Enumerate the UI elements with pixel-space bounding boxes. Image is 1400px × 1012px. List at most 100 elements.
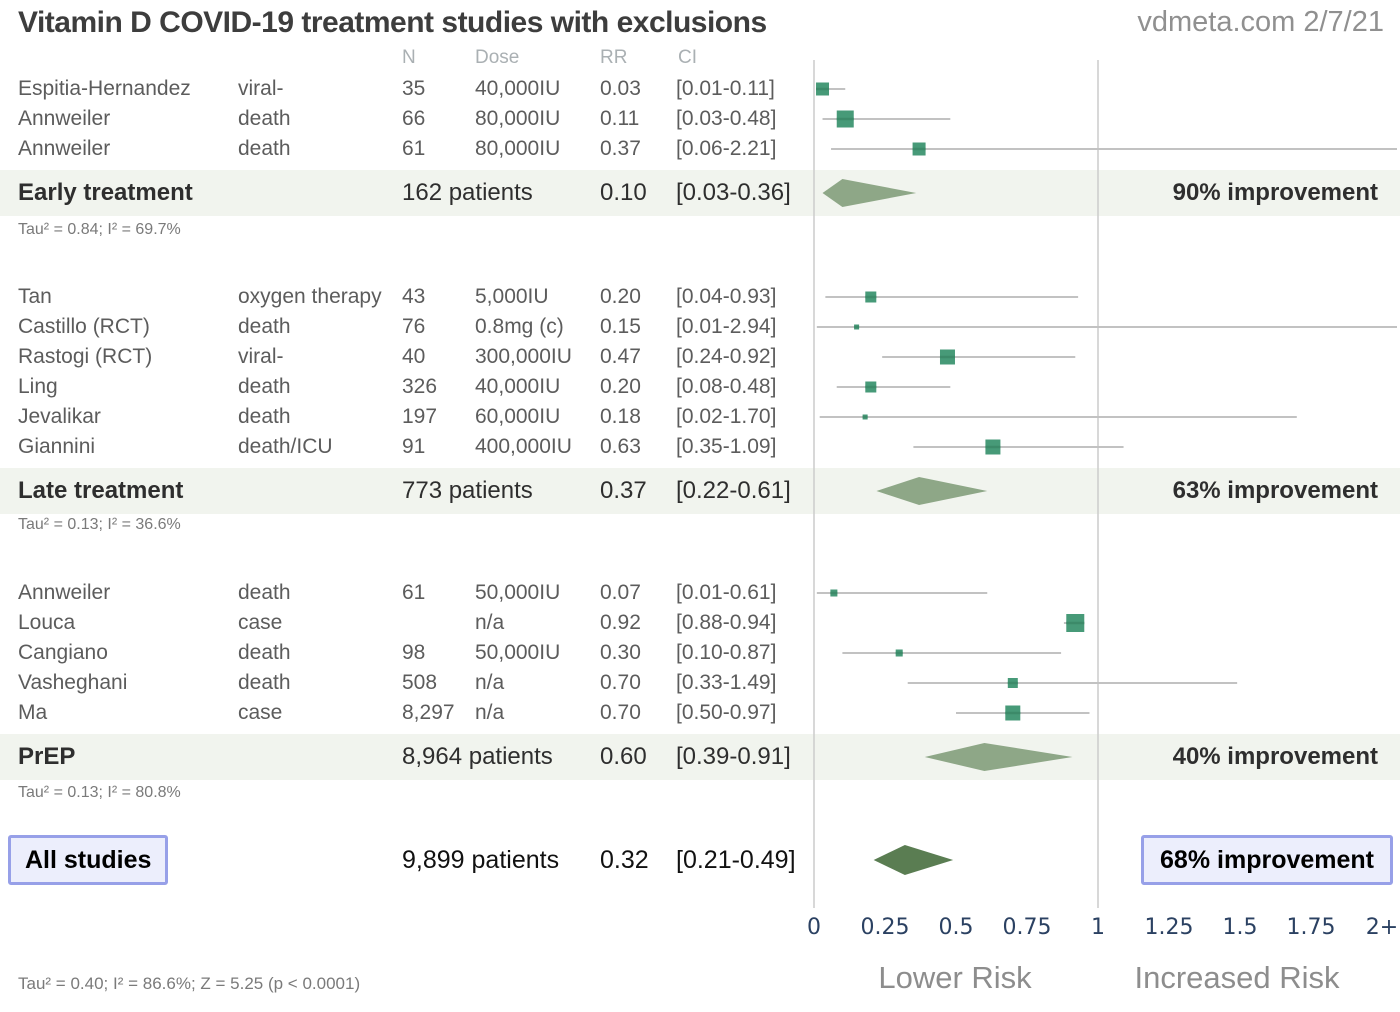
study-n: 66 <box>402 107 426 130</box>
heterogeneity-early: Tau² = 0.84; I² = 69.7% <box>18 221 181 238</box>
study-row: Annweiler death 61 50,000IU 0.07 [0.01-0… <box>0 578 1400 608</box>
study-rr: 0.92 <box>600 611 641 634</box>
study-row: Annweiler death 61 80,000IU 0.37 [0.06-2… <box>0 134 1400 164</box>
study-n: 8,297 <box>402 701 455 724</box>
group-patients: 8,964 patients <box>402 743 553 770</box>
overall-patients: 9,899 patients <box>402 846 560 874</box>
study-rr: 0.20 <box>600 375 641 398</box>
study-n: 43 <box>402 285 426 308</box>
study-outcome: death <box>238 671 291 694</box>
axis-tick-label: 1 <box>1091 915 1105 940</box>
study-rr: 0.30 <box>600 641 641 664</box>
study-row: Rastogi (RCT) viral- 40 300,000IU 0.47 [… <box>0 342 1400 372</box>
study-outcome: death <box>238 107 291 130</box>
study-dose: 80,000IU <box>475 137 561 160</box>
study-ci: [0.04-0.93] <box>676 285 777 308</box>
study-ci: [0.06-2.21] <box>676 137 777 160</box>
overall-name-box: All studies <box>8 835 169 885</box>
axis-tick-label: 1.75 <box>1286 915 1336 940</box>
group-patients: 162 patients <box>402 179 533 206</box>
group-name: Early treatment <box>18 179 193 206</box>
study-name: Jevalikar <box>18 405 101 428</box>
study-row: Jevalikar death 197 60,000IU 0.18 [0.02-… <box>0 402 1400 432</box>
group-summary-early-treatment: Early treatment 162 patients 0.10 [0.03-… <box>0 170 1400 216</box>
study-rr: 0.47 <box>600 345 641 368</box>
study-rr: 0.20 <box>600 285 641 308</box>
source-attribution: vdmeta.com 2/7/21 <box>1137 6 1384 38</box>
axis-tick-label: 2+ <box>1365 915 1399 940</box>
group-ci: [0.03-0.36] <box>676 179 791 206</box>
study-rr: 0.03 <box>600 77 641 100</box>
study-outcome: death <box>238 315 291 338</box>
x-axis-label-increased-risk: Increased Risk <box>1134 960 1340 995</box>
study-dose: 60,000IU <box>475 405 561 428</box>
study-row: Espitia-Hernandez viral- 35 40,000IU 0.0… <box>0 74 1400 104</box>
study-n: 61 <box>402 137 426 160</box>
study-ci: [0.01-0.11] <box>676 77 775 100</box>
study-dose: 0.8mg (c) <box>475 315 564 338</box>
group-rr: 0.60 <box>600 743 647 770</box>
study-ci: [0.03-0.48] <box>676 107 777 130</box>
group-rr: 0.37 <box>600 477 647 504</box>
study-dose: 50,000IU <box>475 641 561 664</box>
col-header-dose: Dose <box>475 47 520 68</box>
overall-stats: Tau² = 0.40; I² = 86.6%; Z = 5.25 (p < 0… <box>18 974 361 993</box>
study-ci: [0.24-0.92] <box>676 345 777 368</box>
heterogeneity-prep: Tau² = 0.13; I² = 80.8% <box>18 784 181 801</box>
overall-ci: [0.21-0.49] <box>676 846 796 874</box>
study-name: Tan <box>18 285 52 308</box>
study-row: Vasheghani death 508 n/a 0.70 [0.33-1.49… <box>0 668 1400 698</box>
col-header-n: N <box>402 47 416 68</box>
group-rr: 0.10 <box>600 179 647 206</box>
study-dose: 400,000IU <box>475 435 572 458</box>
col-header-rr: RR <box>600 47 628 68</box>
study-name: Louca <box>18 611 76 634</box>
axis-tick-label: 1.5 <box>1222 915 1258 940</box>
study-row: Giannini death/ICU 91 400,000IU 0.63 [0.… <box>0 432 1400 462</box>
study-dose: n/a <box>475 611 505 634</box>
study-outcome: death <box>238 641 291 664</box>
axis-tick-label: 0 <box>807 915 821 940</box>
study-row: Ma case 8,297 n/a 0.70 [0.50-0.97] <box>0 698 1400 728</box>
study-ci: [0.01-0.61] <box>676 581 777 604</box>
study-outcome: case <box>238 611 283 634</box>
study-ci: [0.08-0.48] <box>676 375 777 398</box>
study-rr: 0.37 <box>600 137 641 160</box>
study-rr: 0.70 <box>600 671 641 694</box>
study-outcome: death <box>238 137 291 160</box>
study-n: 35 <box>402 77 426 100</box>
study-name: Ling <box>18 375 58 398</box>
study-rr: 0.63 <box>600 435 641 458</box>
study-row: Tan oxygen therapy 43 5,000IU 0.20 [0.04… <box>0 282 1400 312</box>
page-title: Vitamin D COVID-19 treatment studies wit… <box>18 6 767 39</box>
study-ci: [0.02-1.70] <box>676 405 777 428</box>
axis-tick-label: 1.25 <box>1144 915 1194 940</box>
study-n: 40 <box>402 345 426 368</box>
study-name: Annweiler <box>18 581 111 604</box>
axis-tick-label: 0.25 <box>860 915 910 940</box>
study-dose: 40,000IU <box>475 77 561 100</box>
study-rr: 0.15 <box>600 315 641 338</box>
group-improvement: 90% improvement <box>1172 179 1378 206</box>
study-row: Cangiano death 98 50,000IU 0.30 [0.10-0.… <box>0 638 1400 668</box>
study-name: Castillo (RCT) <box>18 315 150 338</box>
study-outcome: viral- <box>238 77 284 100</box>
overall-rr: 0.32 <box>600 846 649 874</box>
group-patients: 773 patients <box>402 477 533 504</box>
study-ci: [0.33-1.49] <box>676 671 777 694</box>
col-header-ci: CI <box>678 47 697 68</box>
study-outcome: death <box>238 581 291 604</box>
study-n: 326 <box>402 375 438 398</box>
study-dose: 80,000IU <box>475 107 561 130</box>
study-name: Giannini <box>18 435 96 458</box>
study-dose: n/a <box>475 701 505 724</box>
study-outcome: case <box>238 701 283 724</box>
study-n: 98 <box>402 641 426 664</box>
study-n: 61 <box>402 581 426 604</box>
study-row: Ling death 326 40,000IU 0.20 [0.08-0.48] <box>0 372 1400 402</box>
study-dose: n/a <box>475 671 505 694</box>
group-improvement: 63% improvement <box>1172 477 1378 504</box>
study-name: Vasheghani <box>18 671 128 694</box>
study-ci: [0.88-0.94] <box>676 611 777 634</box>
study-ci: [0.10-0.87] <box>676 641 777 664</box>
